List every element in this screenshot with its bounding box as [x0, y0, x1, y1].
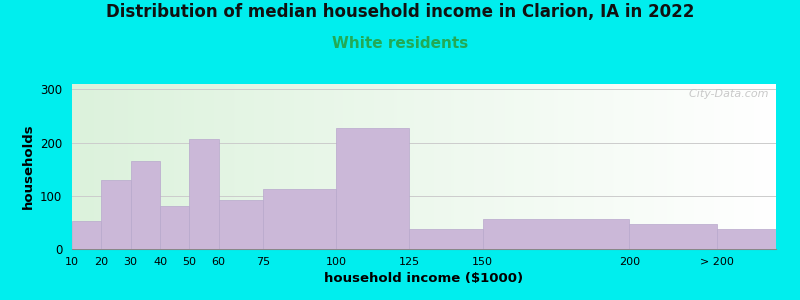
Bar — [718, 229, 776, 249]
Bar — [72, 221, 102, 249]
Bar — [630, 224, 718, 249]
Bar — [218, 200, 262, 249]
Bar — [262, 189, 336, 249]
Text: White residents: White residents — [332, 36, 468, 51]
Bar — [130, 161, 160, 249]
Text: City-Data.com: City-Data.com — [682, 89, 769, 99]
X-axis label: household income ($1000): household income ($1000) — [325, 272, 523, 285]
Bar — [410, 229, 482, 249]
Bar — [482, 219, 630, 249]
Text: Distribution of median household income in Clarion, IA in 2022: Distribution of median household income … — [106, 3, 694, 21]
Bar — [160, 206, 190, 249]
Bar — [102, 180, 130, 249]
Bar — [190, 139, 218, 249]
Bar — [336, 128, 410, 249]
Y-axis label: households: households — [22, 124, 34, 209]
